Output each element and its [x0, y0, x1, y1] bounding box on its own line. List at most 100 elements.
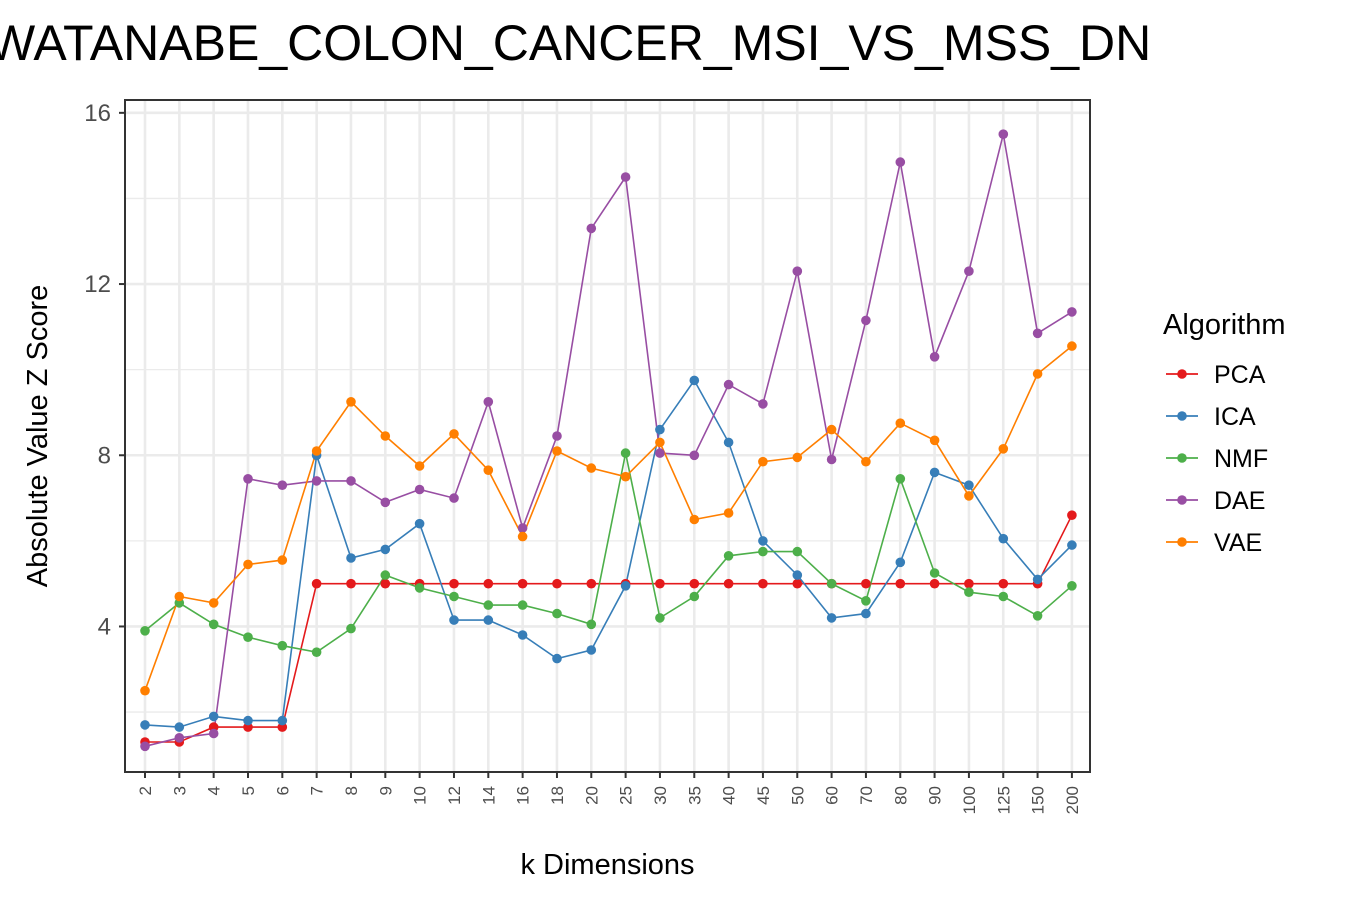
chart-title: WATANABE_COLON_CANCER_MSI_VS_MSS_DN [0, 15, 1152, 71]
series-line-dae [144, 134, 1073, 748]
data-point-vae [311, 446, 322, 456]
data-point-nmf [826, 578, 837, 589]
data-point-ica [723, 437, 734, 448]
data-point-pca [655, 578, 665, 589]
data-point-dae [792, 266, 803, 277]
legend-key-point-nmf [1177, 453, 1187, 463]
data-point-nmf [723, 551, 734, 561]
data-point-dae [277, 480, 288, 491]
data-point-vae [826, 424, 837, 435]
data-point-ica [552, 653, 562, 664]
x-tick-label: 60 [823, 786, 842, 805]
data-point-nmf [140, 626, 150, 636]
data-point-vae [449, 429, 459, 439]
data-point-ica [792, 570, 803, 580]
legend-label-dae: DAE [1214, 487, 1265, 515]
data-point-pca [586, 578, 597, 589]
data-point-nmf [311, 647, 322, 657]
legend-key-point-ica [1177, 411, 1187, 421]
data-point-dae [311, 476, 322, 486]
legend-key-point-pca [1177, 369, 1187, 379]
data-point-vae [792, 452, 803, 463]
legend: Algorithm PCA ICA NMF DAE VAE [1163, 309, 1286, 557]
x-axis: 2 3 4 5 6 7 8 9 10 12 14 16 18 20 25 30 35 40 45 50 60 70 80 90… [136, 772, 1082, 814]
data-point-ica [895, 557, 906, 568]
data-point-vae [758, 456, 768, 467]
data-point-nmf [655, 613, 665, 623]
legend-label-nmf: NMF [1214, 445, 1268, 473]
data-point-nmf [861, 596, 871, 606]
x-tick-label: 70 [857, 786, 876, 805]
legend-key-point-dae [1177, 495, 1187, 505]
x-tick-label: 5 [239, 786, 258, 795]
data-point-pca [929, 578, 940, 589]
x-tick-label: 3 [170, 786, 189, 795]
data-point-vae [208, 598, 219, 608]
data-point-vae [1032, 369, 1043, 379]
data-point-dae [620, 172, 631, 182]
data-point-vae [895, 418, 906, 429]
data-point-dae [208, 728, 219, 739]
data-point-vae [517, 531, 528, 542]
data-point-dae [140, 741, 150, 752]
data-point-ica [449, 615, 459, 625]
data-point-pca [311, 578, 322, 589]
data-point-vae [861, 456, 871, 467]
series-lines [144, 134, 1073, 748]
series-line-nmf [144, 452, 1073, 654]
series-line-ica [144, 378, 1073, 728]
data-point-dae [723, 379, 734, 390]
x-tick-label: 6 [273, 786, 292, 795]
data-point-nmf [380, 570, 391, 580]
grid-lines [125, 100, 1090, 772]
y-axis: 4 8 12 16 [84, 100, 125, 640]
x-tick-label: 7 [308, 786, 327, 795]
data-point-vae [380, 431, 391, 441]
data-point-vae [414, 461, 425, 471]
data-point-ica [208, 711, 219, 722]
data-point-dae [861, 315, 871, 326]
data-point-dae [895, 157, 906, 167]
data-point-pca [861, 578, 871, 589]
data-point-ica [586, 645, 597, 655]
data-point-nmf [586, 619, 597, 630]
data-point-vae [277, 555, 288, 565]
data-point-nmf [620, 448, 631, 458]
x-tick-label: 100 [960, 786, 979, 814]
data-point-dae [174, 733, 185, 743]
x-tick-label: 150 [1029, 786, 1048, 814]
data-point-nmf [758, 546, 768, 557]
x-tick-label: 40 [720, 786, 739, 805]
data-point-pca [552, 578, 562, 589]
data-point-dae [586, 223, 597, 234]
data-point-vae [998, 444, 1009, 454]
x-tick-label: 8 [342, 786, 361, 795]
data-point-dae [346, 476, 356, 486]
legend-label-ica: ICA [1214, 403, 1256, 431]
x-tick-label: 80 [891, 786, 910, 805]
data-point-nmf [414, 583, 425, 593]
data-point-dae [826, 454, 837, 465]
data-point-vae [964, 491, 974, 501]
series-points [140, 129, 1077, 752]
data-point-dae [380, 497, 391, 508]
data-point-vae [586, 463, 597, 473]
data-point-nmf [929, 568, 940, 578]
data-point-nmf [517, 600, 528, 610]
data-point-pca [346, 578, 356, 589]
data-point-pca [1067, 510, 1077, 520]
data-point-ica [1067, 540, 1077, 550]
x-axis-title: k Dimensions [520, 849, 694, 881]
data-point-vae [723, 508, 734, 518]
data-point-pca [449, 578, 459, 589]
data-point-nmf [689, 591, 700, 602]
data-point-dae [517, 523, 528, 533]
data-point-ica [277, 715, 288, 726]
data-point-nmf [552, 608, 562, 619]
data-point-ica [174, 722, 185, 732]
data-point-vae [620, 471, 631, 482]
data-point-ica [414, 518, 425, 529]
data-point-nmf [483, 600, 494, 610]
data-point-pca [517, 578, 528, 589]
